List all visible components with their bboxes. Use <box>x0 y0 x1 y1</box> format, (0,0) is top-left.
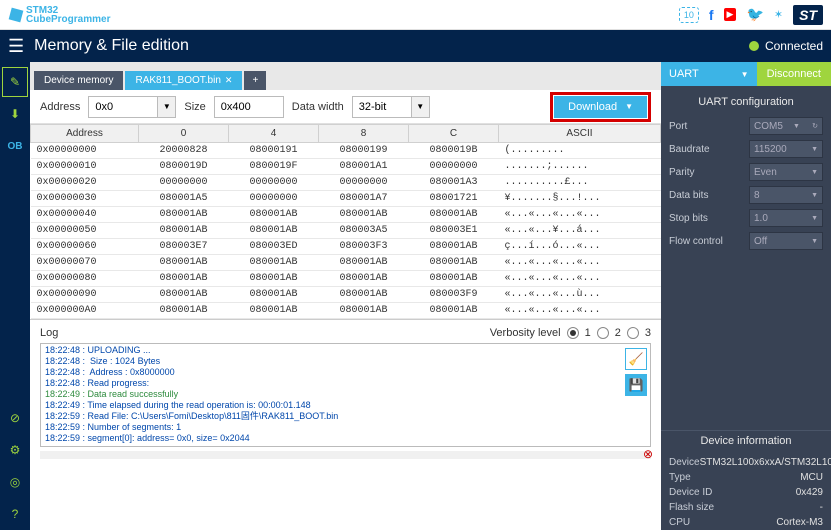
table-row[interactable]: 0x00000040080001AB080001AB080001AB080001… <box>31 207 661 223</box>
connection-type-select[interactable]: UART▼ <box>661 62 757 86</box>
column-header[interactable]: 0 <box>138 125 228 143</box>
verbosity-3[interactable] <box>627 327 639 339</box>
tab-file[interactable]: RAK811_BOOT.bin✕ <box>125 71 242 90</box>
share-icon[interactable]: ✶ <box>774 8 783 21</box>
nav-target[interactable]: ◎ <box>2 467 28 497</box>
config-field-port[interactable]: COM5▼↻ <box>749 117 823 135</box>
facebook-icon[interactable]: f <box>709 7 714 23</box>
device-info-row: Device ID0x429 <box>661 485 831 500</box>
twitter-icon[interactable]: 🐦 <box>746 6 763 23</box>
tab-add[interactable]: + <box>244 71 266 90</box>
connection-status: Connected <box>749 39 823 53</box>
config-label: Port <box>669 121 687 132</box>
device-info-row: CPUCortex-M3 <box>661 515 831 530</box>
column-header[interactable]: C <box>408 125 498 143</box>
progress-cancel[interactable]: ⊗ <box>643 447 653 461</box>
config-label: Data bits <box>669 190 708 201</box>
table-row[interactable]: 0x00000070080001AB080001AB080001AB080001… <box>31 255 661 271</box>
st-logo: ST <box>793 5 823 25</box>
address-input[interactable] <box>88 96 158 118</box>
badge-10: 10 <box>679 7 699 23</box>
address-dropdown[interactable]: ▼ <box>158 96 176 118</box>
log-save-button[interactable]: 💾 <box>625 374 647 396</box>
size-input[interactable] <box>214 96 284 118</box>
download-button[interactable]: Download▼ <box>554 96 647 118</box>
device-info-row: Flash size- <box>661 500 831 515</box>
table-row[interactable]: 0x00000020000000000000000000000000080001… <box>31 175 661 191</box>
page-title: Memory & File edition <box>34 37 189 55</box>
close-icon[interactable]: ✕ <box>225 75 233 86</box>
table-row[interactable]: 0x00000030080001A500000000080001A7080017… <box>31 191 661 207</box>
log-label: Log <box>40 327 58 339</box>
table-row[interactable]: 0x00000090080001AB080001AB080001AB080003… <box>31 287 661 303</box>
device-info-row: DeviceSTM32L100x6xxA/STM32L100x8x... <box>661 455 831 470</box>
size-label: Size <box>184 101 205 113</box>
config-field-parity[interactable]: Even▼ <box>749 163 823 181</box>
uart-config-title: UART configuration <box>669 92 823 112</box>
config-field-data-bits[interactable]: 8▼ <box>749 186 823 204</box>
config-field-flow-control[interactable]: Off▼ <box>749 232 823 250</box>
column-header[interactable]: ASCII <box>498 125 660 143</box>
log-output[interactable]: 18:22:41 : Data read successfully18:22:4… <box>40 343 651 447</box>
nav-help[interactable]: ? <box>2 499 28 529</box>
nav-download[interactable]: ⬇ <box>2 99 28 129</box>
verbosity-label: Verbosity level <box>490 327 561 339</box>
table-row[interactable]: 0x00000000200008280800019108000199080001… <box>31 143 661 159</box>
nav-settings[interactable]: ⚙ <box>2 435 28 465</box>
address-label: Address <box>40 101 80 113</box>
tab-device-memory[interactable]: Device memory <box>34 71 123 90</box>
log-clean-button[interactable]: 🧹 <box>625 348 647 370</box>
memory-table: Address048CASCII 0x000000002000082808000… <box>30 124 661 319</box>
table-row[interactable]: 0x00000060080003E7080003ED080003F3080001… <box>31 239 661 255</box>
config-field-baudrate[interactable]: 115200▼ <box>749 140 823 158</box>
config-label: Parity <box>669 167 695 178</box>
table-row[interactable]: 0x00000080080001AB080001AB080001AB080001… <box>31 271 661 287</box>
device-info-row: TypeMCU <box>661 470 831 485</box>
column-header[interactable]: 8 <box>318 125 408 143</box>
youtube-icon[interactable]: ▶ <box>724 8 737 21</box>
device-info-title: Device information <box>661 431 831 451</box>
chevron-down-icon: ▼ <box>625 102 633 111</box>
column-header[interactable]: Address <box>31 125 139 143</box>
config-label: Stop bits <box>669 213 708 224</box>
table-row[interactable]: 0x000000100800019D0800019F080001A1000000… <box>31 159 661 175</box>
config-label: Baudrate <box>669 144 710 155</box>
menu-icon[interactable]: ☰ <box>8 36 24 57</box>
disconnect-button[interactable]: Disconnect <box>757 62 831 86</box>
config-label: Flow control <box>669 236 723 247</box>
config-field-stop-bits[interactable]: 1.0▼ <box>749 209 823 227</box>
datawidth-select[interactable]: 32-bit <box>352 96 412 118</box>
verbosity-2[interactable] <box>597 327 609 339</box>
datawidth-dropdown[interactable]: ▼ <box>412 96 430 118</box>
verbosity-1[interactable] <box>567 327 579 339</box>
nav-edit[interactable]: ✎ <box>2 67 28 97</box>
nav-erase[interactable]: ⊘ <box>2 403 28 433</box>
status-dot-icon <box>749 41 759 51</box>
nav-option-bytes[interactable]: OB <box>2 131 28 161</box>
app-logo: STM32CubeProgrammer <box>8 6 110 24</box>
datawidth-label: Data width <box>292 101 344 113</box>
progress-bar: ⊗ <box>40 451 651 459</box>
table-row[interactable]: 0x00000050080001AB080001AB080003A5080003… <box>31 223 661 239</box>
column-header[interactable]: 4 <box>228 125 318 143</box>
table-row[interactable]: 0x000000A0080001AB080001AB080001AB080001… <box>31 303 661 319</box>
